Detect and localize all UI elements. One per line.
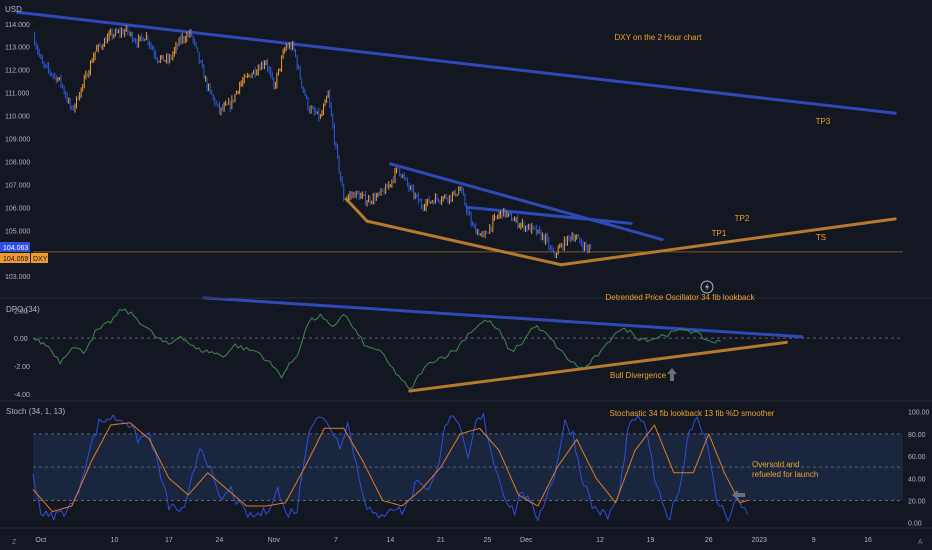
time-axis-tick: 16 [864,537,872,544]
price-trendline[interactable] [388,162,664,242]
bull-divergence-label: Bull Divergence [610,371,667,380]
stoch-axis-tick: 40.00 [908,476,926,483]
tp2-label: TP2 [735,214,750,223]
high-price-value: 104.063 [3,245,28,252]
dpo-axis-tick: -2.00 [14,364,30,371]
symbol-label: DXY [33,256,48,263]
time-axis-tick: Nov [268,537,281,544]
time-axis-tick: 14 [386,537,394,544]
symbol-badge [31,253,48,263]
oversold-label-line2: refueled for launch [752,470,818,479]
dpo-axis-tick: 0.00 [14,336,28,343]
label-layer: 114.000 113.000 112.000 111.000 110.000 109.0… [5,22,930,544]
price-axis-tick: 113.000 [5,45,30,52]
price-chart-title: DXY on the 2 Hour chart [614,33,702,42]
price-axis-tick: 111.000 [5,91,29,98]
auto-scale-button[interactable]: A [918,539,923,546]
time-axis-tick: 17 [165,537,173,544]
stoch-caption: Stochastic 34 fib lookback 13 fib %D smo… [610,409,775,418]
stoch-axis-tick: 60.00 [908,454,926,461]
tp3-label: TP3 [816,117,831,126]
price-axis-tick: 108.000 [5,159,30,166]
time-axis-tick: 10 [111,537,119,544]
price-axis-tick: 109.000 [5,137,30,144]
up-arrow-icon [667,368,677,381]
time-axis-tick: 19 [647,537,655,544]
price-trendline[interactable] [365,219,563,267]
timezone-corner-label[interactable]: Z [12,539,17,546]
stoch-d-line [32,422,748,513]
price-axis-tick: 107.000 [5,182,30,189]
price-trendline[interactable] [559,217,897,267]
price-axis-tick: 103.000 [5,274,30,281]
price-trendline[interactable] [466,205,633,225]
price-axis-tick: 110.000 [5,114,30,121]
time-axis-tick: 12 [596,537,604,544]
price-axis-tick: 106.000 [5,205,30,212]
time-axis-tick: 24 [216,537,224,544]
time-axis-tick: 25 [484,537,492,544]
stoch-k-line [32,413,749,522]
lightning-icon[interactable] [700,280,714,294]
time-axis-tick: Oct [35,537,46,544]
time-axis-tick: 21 [437,537,445,544]
price-axis-tick: 105.000 [5,228,30,235]
stoch-axis-tick: 100.00 [908,410,930,417]
last-price-badge [0,253,30,263]
last-price-value: 104.059 [3,256,28,263]
time-axis-tick: 7 [334,537,338,544]
stoch-axis-tick: 20.00 [908,498,926,505]
price-axis-tick: 112.000 [5,68,30,75]
left-arrow-icon [732,490,745,500]
stoch-axis-tick: 0.00 [908,521,922,528]
dpo-indicator-label[interactable]: DPO (34) [6,305,40,314]
stoch-indicator-label[interactable]: Stoch (34, 1, 13) [6,407,65,416]
price-trendline[interactable] [15,10,897,115]
trendline-layer[interactable] [15,10,897,393]
time-axis-tick: 26 [705,537,713,544]
ts-label: TS [816,233,826,242]
time-axis-tick: Dec [520,537,533,544]
dpo-line [32,308,721,390]
series-layer [32,25,749,522]
tp1-label: TP1 [712,229,727,238]
stoch-axis-tick: 80.00 [908,432,926,439]
dpo-trendline[interactable] [202,296,804,339]
price-axis-tick: 114.000 [5,22,30,29]
time-axis-tick: 2023 [752,537,768,544]
currency-label: USD [5,5,22,14]
time-axis-tick: 9 [812,537,816,544]
high-price-badge [0,242,30,252]
oversold-label-line1: Oversold and [752,460,800,469]
dpo-axis-tick: -4.00 [14,392,30,399]
dpo-trendline[interactable] [408,340,788,393]
dpo-axis-tick: 2.00 [14,308,28,315]
dpo-caption: Detrended Price Oscillator 34 fib lookba… [606,293,756,302]
price-trendline[interactable] [346,198,369,223]
